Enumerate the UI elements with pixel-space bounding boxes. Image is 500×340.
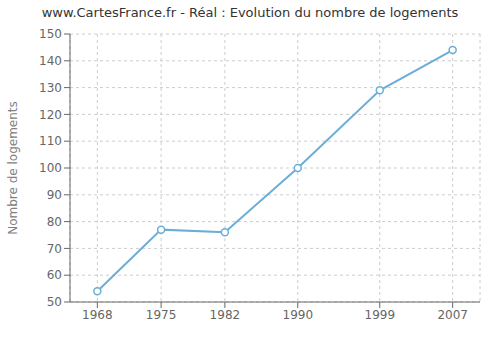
svg-text:140: 140 <box>39 54 62 68</box>
svg-text:2007: 2007 <box>437 308 468 322</box>
svg-text:1982: 1982 <box>210 308 241 322</box>
svg-text:Nombre de logements: Nombre de logements <box>8 101 20 235</box>
svg-text:150: 150 <box>39 27 62 41</box>
svg-text:1999: 1999 <box>365 308 396 322</box>
svg-text:60: 60 <box>47 268 62 282</box>
svg-text:80: 80 <box>47 215 62 229</box>
svg-text:1975: 1975 <box>146 308 177 322</box>
svg-text:1990: 1990 <box>283 308 314 322</box>
svg-text:70: 70 <box>47 242 62 256</box>
svg-text:100: 100 <box>39 161 62 175</box>
svg-text:120: 120 <box>39 108 62 122</box>
svg-text:130: 130 <box>39 81 62 95</box>
svg-text:90: 90 <box>47 188 62 202</box>
html-text:www.CartesFrance.fr - Réal : E: www.CartesFrance.fr - Réal : Evolution d… <box>41 5 459 20</box>
svg-text:110: 110 <box>39 134 62 148</box>
svg-text:50: 50 <box>47 295 62 309</box>
svg-text:1968: 1968 <box>82 308 113 322</box>
